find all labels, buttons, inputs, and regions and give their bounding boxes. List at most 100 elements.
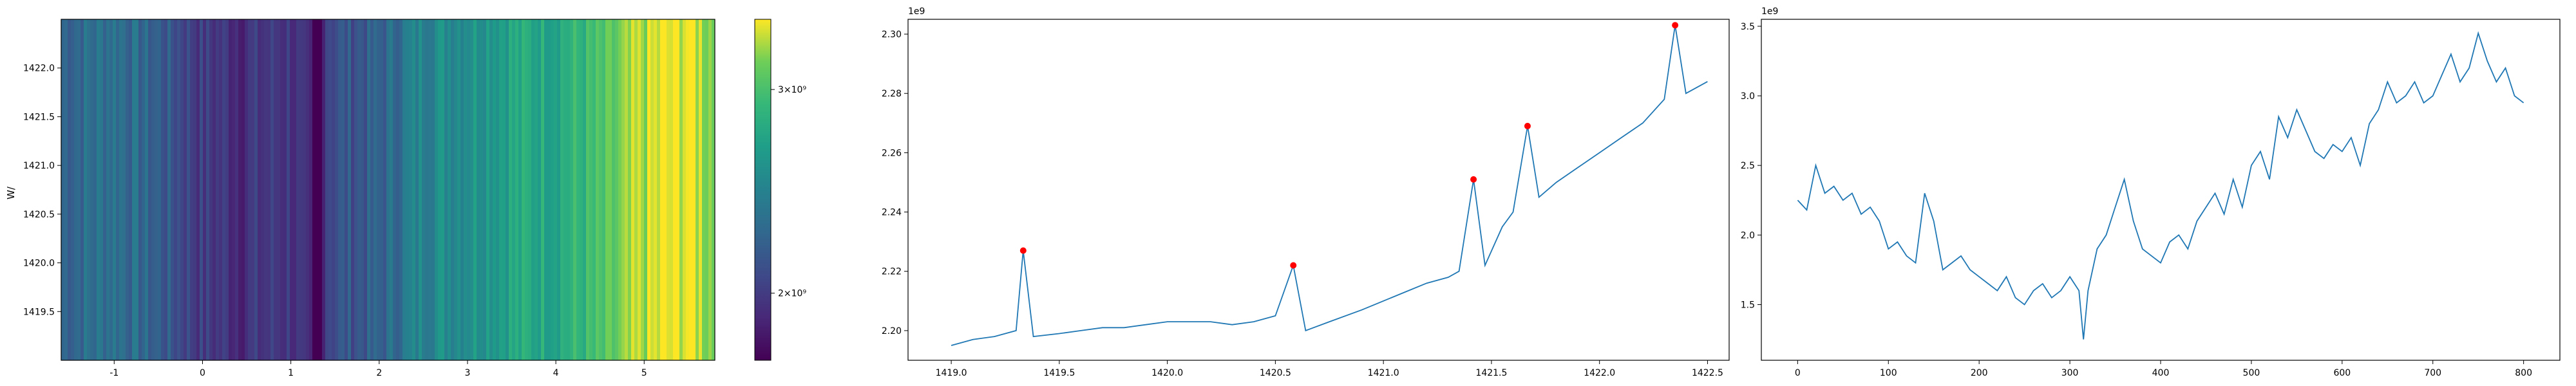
heatmap-column bbox=[64, 19, 68, 360]
heatmap-column bbox=[274, 19, 278, 360]
heatmap-column bbox=[106, 19, 110, 360]
heatmap-column bbox=[670, 19, 674, 360]
x-tick-label: 5 bbox=[641, 368, 647, 378]
x-tick-label: 500 bbox=[2243, 368, 2260, 378]
x-tick-label: 1421.5 bbox=[1475, 368, 1507, 378]
heatmap-column bbox=[448, 19, 451, 360]
y-tick-label: 1421.0 bbox=[23, 161, 55, 171]
heatmap-column bbox=[135, 19, 139, 360]
heatmap-column bbox=[245, 19, 249, 360]
heatmap-column bbox=[464, 19, 468, 360]
heatmap-column bbox=[612, 19, 616, 360]
heatmap-column bbox=[328, 19, 332, 360]
heatmap-column bbox=[654, 19, 658, 360]
heatmap-column bbox=[518, 19, 522, 360]
y-tick-label: 2.28 bbox=[882, 89, 902, 99]
heatmap-column bbox=[87, 19, 91, 360]
heatmap-column bbox=[454, 19, 458, 360]
heatmap-column bbox=[705, 19, 709, 360]
heatmap-column bbox=[84, 19, 88, 360]
heatmap-column bbox=[122, 19, 126, 360]
heatmap-column bbox=[573, 19, 577, 360]
heatmap-column bbox=[209, 19, 213, 360]
heatmap-column bbox=[187, 19, 191, 360]
heatmap-column bbox=[93, 19, 97, 360]
heatmap-column bbox=[441, 19, 445, 360]
heatmap-column bbox=[486, 19, 490, 360]
heatmap-column bbox=[638, 19, 641, 360]
heatmap-column bbox=[280, 19, 284, 360]
heatmap-column bbox=[428, 19, 432, 360]
x-tick-label: 800 bbox=[2515, 368, 2532, 378]
heatmap-cells bbox=[61, 19, 715, 360]
heatmap-column bbox=[538, 19, 542, 360]
x-tick-label: 1419.0 bbox=[936, 368, 967, 378]
heatmap-column bbox=[100, 19, 104, 360]
heatmap-column bbox=[229, 19, 232, 360]
heatmap-column bbox=[480, 19, 484, 360]
x-tick-label: 0 bbox=[1795, 368, 1801, 378]
heatmap-column bbox=[129, 19, 133, 360]
x-tick-label: 1 bbox=[288, 368, 294, 378]
heatmap-column bbox=[264, 19, 268, 360]
heatmap-column bbox=[357, 19, 361, 360]
peak-marker bbox=[1470, 176, 1477, 183]
heatmap-column bbox=[686, 19, 690, 360]
heatmap-column bbox=[470, 19, 474, 360]
heatmap-column bbox=[267, 19, 271, 360]
peaks-axis-ticks: 1419.0 1419.5 1420.0 1420.5 1421.0 1421.5 1422… bbox=[882, 30, 1723, 378]
heatmap-column bbox=[570, 19, 574, 360]
heatmap-column bbox=[219, 19, 223, 360]
heatmap-column bbox=[277, 19, 281, 360]
heatmap-column bbox=[483, 19, 487, 360]
heatmap-column bbox=[290, 19, 294, 360]
heatmap-column bbox=[557, 19, 561, 360]
heatmap-column bbox=[444, 19, 448, 360]
heatmap-column bbox=[580, 19, 583, 360]
heatmap-column bbox=[402, 19, 406, 360]
heatmap-column bbox=[161, 19, 165, 360]
heatmap-column bbox=[319, 19, 323, 360]
y-tick-label: 2.30 bbox=[882, 30, 902, 40]
heatmap-column bbox=[515, 19, 519, 360]
heatmap-column bbox=[242, 19, 245, 360]
x-tick-label: 1420.0 bbox=[1151, 368, 1183, 378]
heatmap-column bbox=[628, 19, 632, 360]
heatmap-column bbox=[683, 19, 687, 360]
heatmap-column bbox=[338, 19, 342, 360]
heatmap-column bbox=[203, 19, 207, 360]
heatmap-column bbox=[113, 19, 117, 360]
heatmap-column bbox=[438, 19, 442, 360]
heatmap-column bbox=[306, 19, 310, 360]
heatmap-column bbox=[673, 19, 677, 360]
x-tick-label: 400 bbox=[2152, 368, 2170, 378]
heatmap-column bbox=[341, 19, 345, 360]
series-axis-ticks: 0 100 200 300 400 500 600 700 800 1.5 2.0 2.5 3.0 3.5 bbox=[1741, 22, 2532, 378]
heatmap-column bbox=[451, 19, 455, 360]
heatmap-column bbox=[641, 19, 645, 360]
heatmap-column bbox=[151, 19, 155, 360]
heatmap-column bbox=[634, 19, 638, 360]
heatmap-column bbox=[155, 19, 158, 360]
heatmap-column bbox=[138, 19, 142, 360]
heatmap-column bbox=[435, 19, 439, 360]
heatmap-column bbox=[361, 19, 365, 360]
heatmap-column bbox=[148, 19, 152, 360]
heatmap-column bbox=[460, 19, 464, 360]
heatmap-column bbox=[554, 19, 558, 360]
series-y-offset-label: 1e9 bbox=[1761, 6, 1778, 17]
heatmap-column bbox=[61, 19, 65, 360]
peak-marker bbox=[1290, 262, 1297, 269]
heatmap-column bbox=[109, 19, 113, 360]
x-tick-label: 1421.0 bbox=[1368, 368, 1399, 378]
heatmap-column bbox=[80, 19, 84, 360]
heatmap-column bbox=[667, 19, 670, 360]
heatmap-column bbox=[232, 19, 236, 360]
heatmap-column bbox=[248, 19, 252, 360]
peak-markers bbox=[1019, 22, 1679, 269]
heatmap-column bbox=[164, 19, 168, 360]
y-tick-label: 1.5 bbox=[1741, 300, 1755, 310]
heatmap-column bbox=[119, 19, 123, 360]
heatmap-column bbox=[528, 19, 532, 360]
